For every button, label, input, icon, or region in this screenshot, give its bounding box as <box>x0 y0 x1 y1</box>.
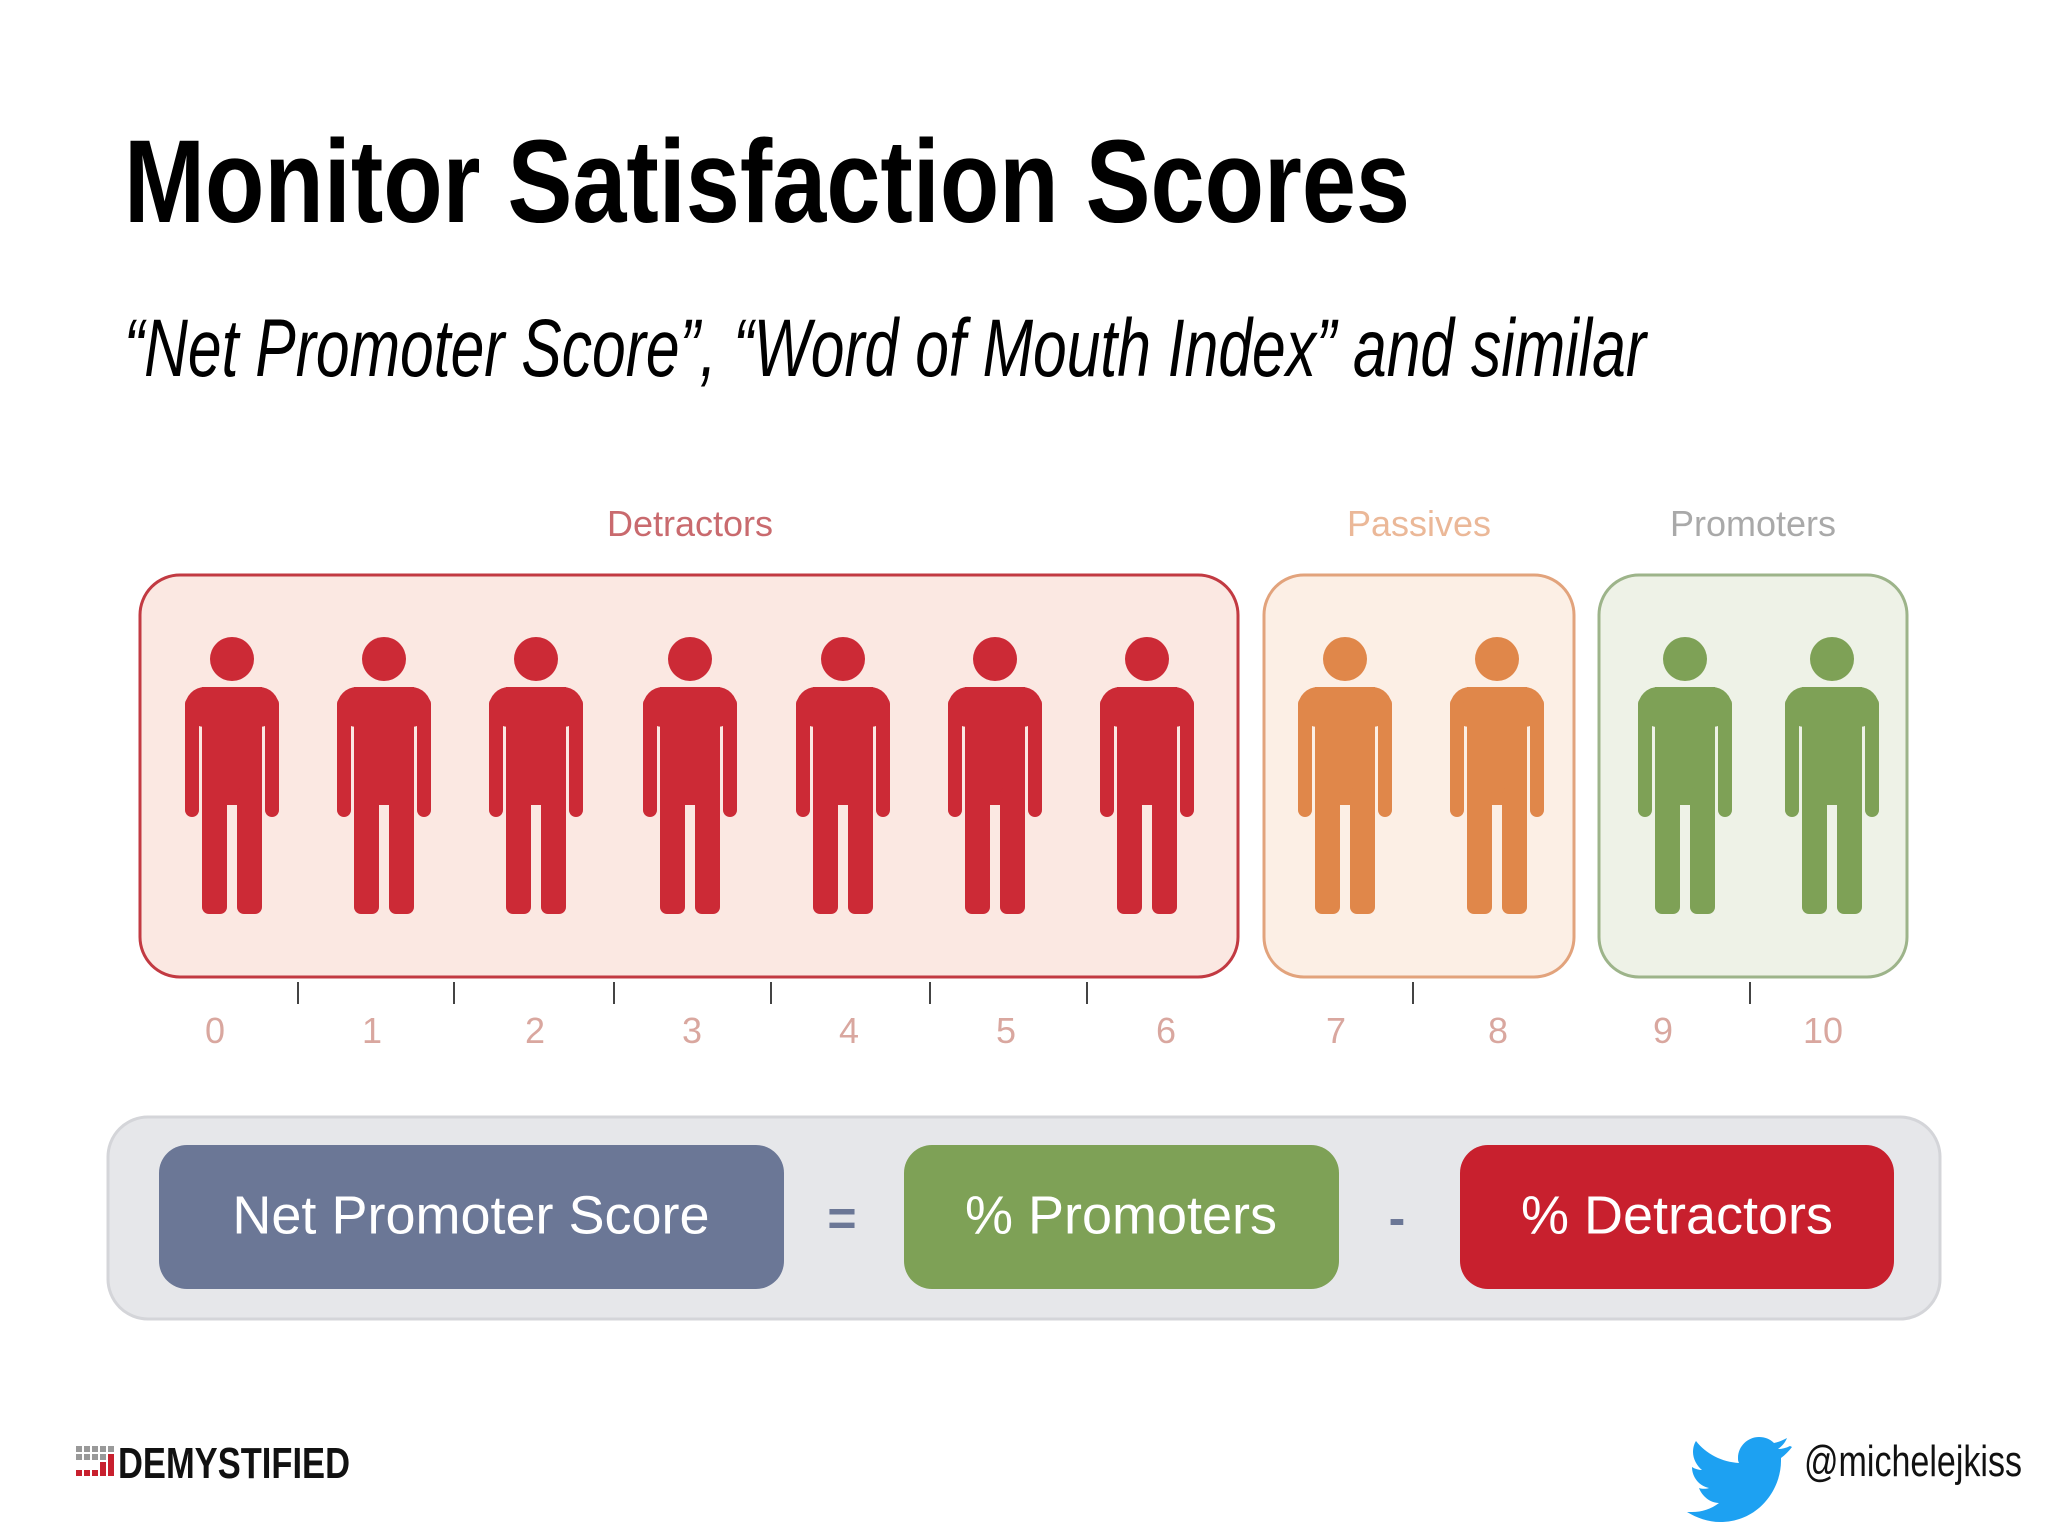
slide-subtitle: “Net Promoter Score”, “Word of Mouth Ind… <box>124 303 1649 394</box>
score-label: 4 <box>839 1010 859 1051</box>
score-label: 8 <box>1488 1010 1508 1051</box>
result-box <box>159 1145 784 1289</box>
group-label: Passives <box>1347 503 1491 544</box>
score-label: 2 <box>525 1010 545 1051</box>
score-label: 7 <box>1326 1010 1346 1051</box>
minus-sign: - <box>1389 1190 1406 1246</box>
twitter-handle: @michelejkiss <box>1804 1437 2022 1486</box>
score-label: 3 <box>682 1010 702 1051</box>
group-label: Detractors <box>607 503 773 544</box>
detractors-text: % Detractors <box>1521 1185 1833 1245</box>
result-text: Net Promoter Score <box>232 1185 709 1245</box>
promoters-term <box>904 1145 1339 1289</box>
score-label: 10 <box>1803 1010 1843 1051</box>
score-label: 9 <box>1653 1010 1673 1051</box>
slide-title: Monitor Satisfaction Scores <box>124 116 1410 248</box>
score-label: 1 <box>362 1010 382 1051</box>
score-label: 5 <box>996 1010 1016 1051</box>
score-label: 0 <box>205 1010 225 1051</box>
equals-sign: = <box>827 1190 856 1246</box>
brand-name: DEMYSTIFIED <box>118 1439 350 1488</box>
promoters-text: % Promoters <box>965 1185 1277 1245</box>
score-label: 6 <box>1156 1010 1176 1051</box>
tick-marks <box>297 982 1751 1004</box>
detractors-term <box>1460 1145 1894 1289</box>
group-label: Promoters <box>1670 503 1836 544</box>
twitter-icon <box>1687 1437 1792 1522</box>
brand-logo <box>76 1446 114 1476</box>
